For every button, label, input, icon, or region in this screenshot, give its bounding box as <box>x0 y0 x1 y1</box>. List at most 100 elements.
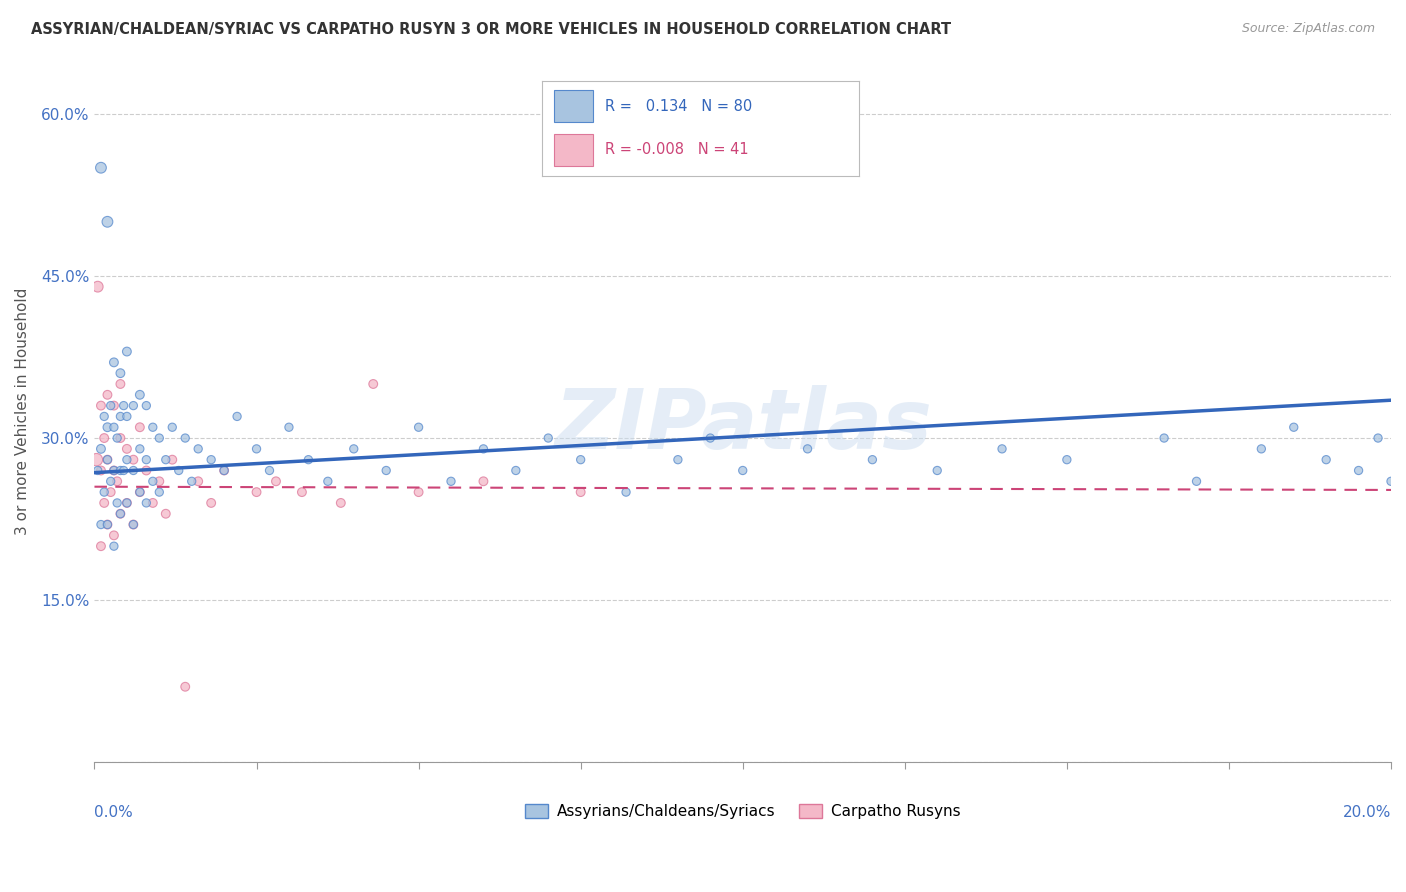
Point <box>1347 463 1369 477</box>
Point <box>148 485 170 500</box>
Point <box>115 442 138 456</box>
Point <box>212 463 235 477</box>
Point <box>96 517 118 532</box>
Point <box>291 485 314 500</box>
Text: 20.0%: 20.0% <box>1343 805 1391 820</box>
Point <box>200 452 222 467</box>
Point <box>440 475 463 489</box>
Point <box>103 399 125 413</box>
Text: 0.0%: 0.0% <box>94 805 134 820</box>
Point <box>505 463 527 477</box>
Point <box>408 420 430 434</box>
Point <box>167 463 190 477</box>
Point <box>472 475 495 489</box>
Point <box>93 485 115 500</box>
Point <box>96 388 118 402</box>
Point <box>329 496 352 510</box>
Point <box>103 463 125 477</box>
Text: ZIPatlas: ZIPatlas <box>554 384 932 466</box>
Point <box>297 452 319 467</box>
Point <box>90 539 112 553</box>
Point <box>226 409 249 424</box>
Point <box>1185 475 1208 489</box>
Point <box>343 442 366 456</box>
Point <box>1056 452 1078 467</box>
Point <box>86 452 108 467</box>
Point <box>103 528 125 542</box>
Point <box>86 279 108 293</box>
Point <box>115 496 138 510</box>
Point <box>472 442 495 456</box>
Point <box>162 420 184 434</box>
Point <box>128 485 150 500</box>
Point <box>115 409 138 424</box>
Point <box>110 431 132 445</box>
Point <box>155 452 177 467</box>
Point <box>1379 475 1402 489</box>
Point <box>110 366 132 380</box>
Point <box>110 409 132 424</box>
Point <box>105 496 128 510</box>
Point <box>90 463 112 477</box>
Point <box>110 507 132 521</box>
Point <box>1153 431 1175 445</box>
Point <box>90 399 112 413</box>
Point <box>1250 442 1272 456</box>
Y-axis label: 3 or more Vehicles in Household: 3 or more Vehicles in Household <box>15 287 30 534</box>
Point <box>187 475 209 489</box>
Text: ASSYRIAN/CHALDEAN/SYRIAC VS CARPATHO RUSYN 3 OR MORE VEHICLES IN HOUSEHOLD CORRE: ASSYRIAN/CHALDEAN/SYRIAC VS CARPATHO RUS… <box>31 22 950 37</box>
Point <box>1315 452 1337 467</box>
Point <box>187 442 209 456</box>
Point <box>1282 420 1305 434</box>
Point <box>278 420 301 434</box>
Point <box>122 517 145 532</box>
Point <box>110 507 132 521</box>
Point <box>128 485 150 500</box>
Point <box>259 463 281 477</box>
Point <box>93 409 115 424</box>
Point <box>200 496 222 510</box>
Point <box>796 442 818 456</box>
Point <box>115 344 138 359</box>
Point <box>90 517 112 532</box>
Point <box>103 463 125 477</box>
Point <box>142 420 165 434</box>
Text: Source: ZipAtlas.com: Source: ZipAtlas.com <box>1241 22 1375 36</box>
Point <box>135 496 157 510</box>
Point <box>90 442 112 456</box>
Point <box>128 442 150 456</box>
Point <box>128 388 150 402</box>
Point <box>135 452 157 467</box>
Point <box>96 420 118 434</box>
Point <box>731 463 754 477</box>
Point <box>103 539 125 553</box>
Point <box>162 452 184 467</box>
Point <box>245 442 267 456</box>
Point <box>100 475 122 489</box>
Point <box>115 496 138 510</box>
Legend: Assyrians/Chaldeans/Syriacs, Carpatho Rusyns: Assyrians/Chaldeans/Syriacs, Carpatho Ru… <box>519 797 966 825</box>
Point <box>115 452 138 467</box>
Point <box>122 517 145 532</box>
Point <box>90 161 112 175</box>
Point <box>105 431 128 445</box>
Point <box>927 463 949 477</box>
Point <box>174 680 197 694</box>
Point <box>96 215 118 229</box>
Point <box>361 376 384 391</box>
Point <box>96 452 118 467</box>
Point <box>93 496 115 510</box>
Point <box>569 452 592 467</box>
Point <box>96 517 118 532</box>
Point <box>537 431 560 445</box>
Point <box>614 485 637 500</box>
Point <box>103 420 125 434</box>
Point <box>666 452 689 467</box>
Point <box>148 475 170 489</box>
Point <box>96 452 118 467</box>
Point <box>142 496 165 510</box>
Point <box>375 463 398 477</box>
Point <box>122 399 145 413</box>
Point <box>112 463 135 477</box>
Point <box>100 399 122 413</box>
